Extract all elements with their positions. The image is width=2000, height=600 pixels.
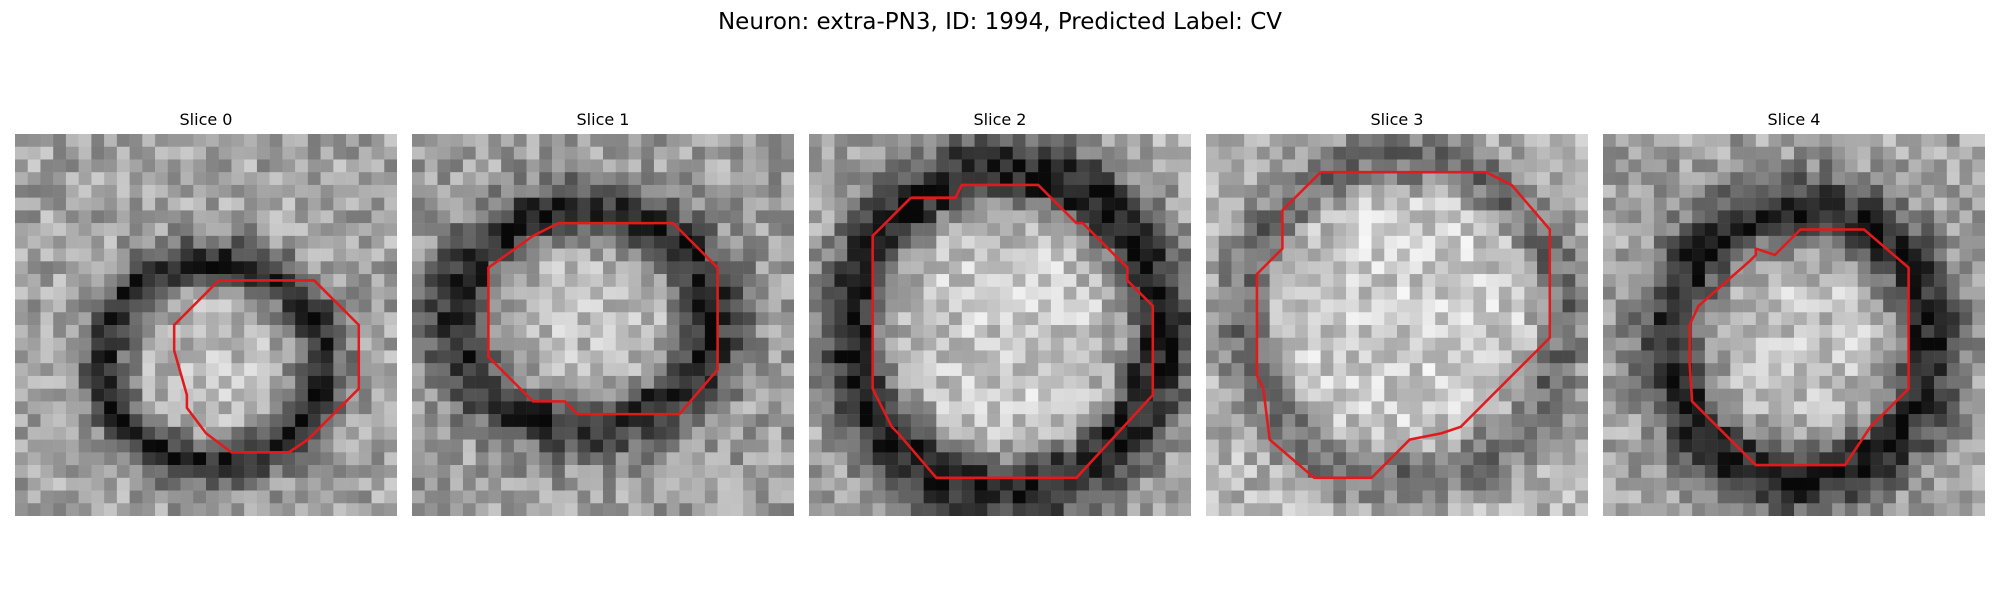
figure-title: Neuron: extra-PN3, ID: 1994, Predicted L…: [717, 9, 1283, 35]
slice-title-0: Slice 0: [179, 110, 233, 129]
slice-panel-0: Slice 0: [15, 108, 397, 520]
slice-image-4: [1603, 134, 1985, 516]
slice-pixels-4: [1603, 134, 1985, 516]
roi-contour-0: [172, 279, 361, 454]
roi-contour-4: [1688, 228, 1910, 467]
roi-contour-3: [1255, 170, 1552, 480]
slice-pixels-2: [809, 134, 1191, 516]
slice-pixels-0: [15, 134, 397, 516]
slice-title-1: Slice 1: [576, 110, 630, 129]
slice-panel-3: Slice 3: [1206, 108, 1588, 520]
slice-pixels-3: [1206, 134, 1588, 516]
slice-image-2: [809, 134, 1191, 516]
slice-title-3: Slice 3: [1370, 110, 1424, 129]
slice-image-0: [15, 134, 397, 516]
slice-panel-2: Slice 2: [809, 108, 1191, 520]
slice-panel-4: Slice 4: [1603, 108, 1985, 520]
slice-pixels-1: [412, 134, 794, 516]
slice-title-4: Slice 4: [1767, 110, 1821, 129]
slice-panel-1: Slice 1: [412, 108, 794, 520]
roi-contour-2: [871, 183, 1155, 480]
slice-title-2: Slice 2: [973, 110, 1027, 129]
slice-image-3: [1206, 134, 1588, 516]
slice-image-1: [412, 134, 794, 516]
roi-contour-1: [487, 221, 719, 416]
